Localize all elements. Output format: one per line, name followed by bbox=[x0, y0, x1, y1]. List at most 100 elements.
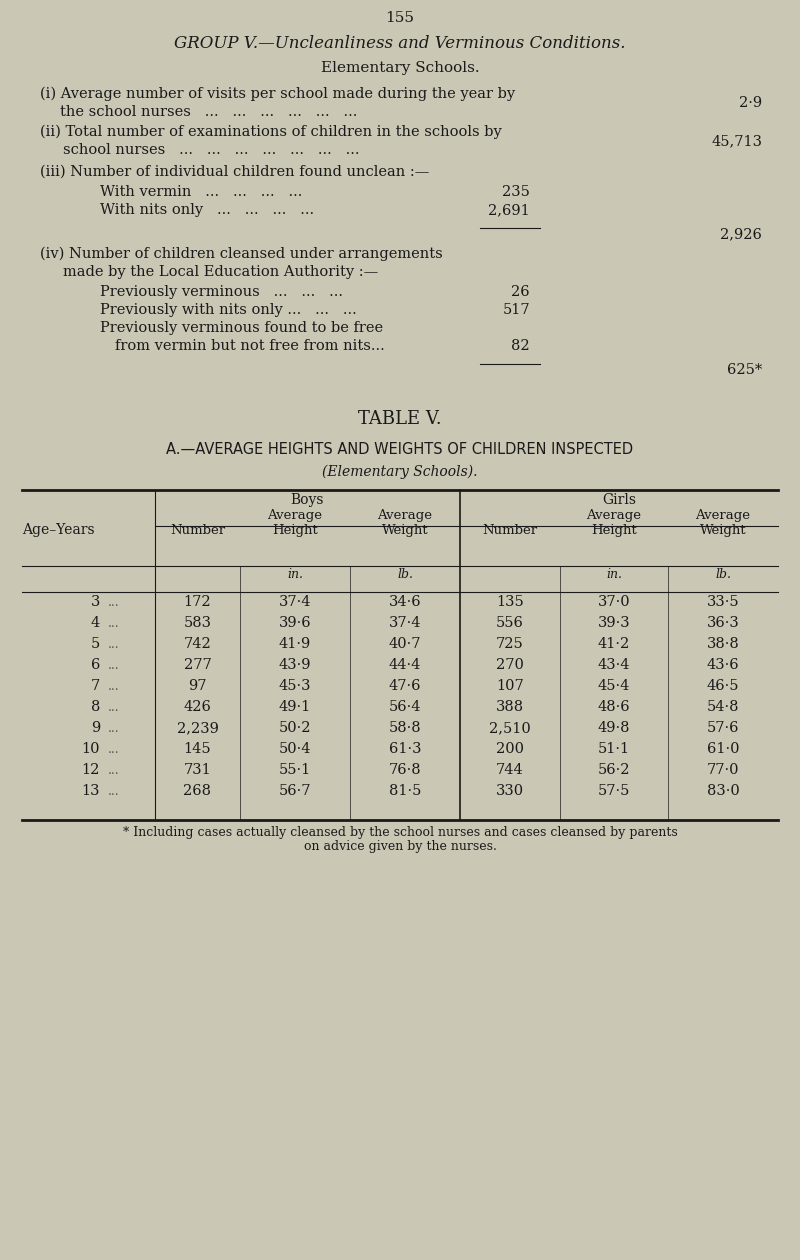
Text: 5: 5 bbox=[90, 638, 100, 651]
Text: 135: 135 bbox=[496, 595, 524, 609]
Text: 731: 731 bbox=[184, 764, 211, 777]
Text: 10: 10 bbox=[82, 742, 100, 756]
Text: 39·3: 39·3 bbox=[598, 616, 630, 630]
Text: Number: Number bbox=[170, 524, 225, 537]
Text: 37·0: 37·0 bbox=[598, 595, 630, 609]
Text: 556: 556 bbox=[496, 616, 524, 630]
Text: 145: 145 bbox=[184, 742, 211, 756]
Text: 270: 270 bbox=[496, 658, 524, 672]
Text: ...: ... bbox=[108, 596, 120, 609]
Text: 38·8: 38·8 bbox=[706, 638, 739, 651]
Text: (ii) Total number of examinations of children in the schools by: (ii) Total number of examinations of chi… bbox=[40, 125, 502, 139]
Text: 45·4: 45·4 bbox=[598, 679, 630, 693]
Text: 742: 742 bbox=[184, 638, 211, 651]
Text: ...: ... bbox=[108, 638, 120, 651]
Text: 330: 330 bbox=[496, 784, 524, 798]
Text: on advice given by the nurses.: on advice given by the nurses. bbox=[303, 840, 497, 853]
Text: 107: 107 bbox=[496, 679, 524, 693]
Text: ...: ... bbox=[108, 659, 120, 672]
Text: (iv) Number of children cleansed under arrangements: (iv) Number of children cleansed under a… bbox=[40, 247, 442, 261]
Text: in.: in. bbox=[287, 568, 303, 581]
Text: Boys: Boys bbox=[290, 493, 324, 507]
Text: 235: 235 bbox=[502, 185, 530, 199]
Text: ...: ... bbox=[108, 743, 120, 756]
Text: 40·7: 40·7 bbox=[389, 638, 422, 651]
Text: 41·9: 41·9 bbox=[279, 638, 311, 651]
Text: ...: ... bbox=[108, 722, 120, 735]
Text: ...: ... bbox=[108, 617, 120, 630]
Text: 43·9: 43·9 bbox=[278, 658, 311, 672]
Text: 56·2: 56·2 bbox=[598, 764, 630, 777]
Text: ...: ... bbox=[108, 764, 120, 777]
Text: 45,713: 45,713 bbox=[711, 134, 762, 147]
Text: 83·0: 83·0 bbox=[706, 784, 739, 798]
Text: * Including cases actually cleansed by the school nurses and cases cleansed by p: * Including cases actually cleansed by t… bbox=[122, 827, 678, 839]
Text: 2·9: 2·9 bbox=[739, 96, 762, 110]
Text: 583: 583 bbox=[183, 616, 211, 630]
Text: Age–Years: Age–Years bbox=[22, 523, 94, 537]
Text: 43·4: 43·4 bbox=[598, 658, 630, 672]
Text: 268: 268 bbox=[183, 784, 211, 798]
Text: 34·6: 34·6 bbox=[389, 595, 422, 609]
Text: Previously verminous   ...   ...   ...: Previously verminous ... ... ... bbox=[100, 285, 343, 299]
Text: 172: 172 bbox=[184, 595, 211, 609]
Text: 50·2: 50·2 bbox=[278, 721, 311, 735]
Text: (Elementary Schools).: (Elementary Schools). bbox=[322, 465, 478, 479]
Text: ...: ... bbox=[108, 701, 120, 714]
Text: Average
Weight: Average Weight bbox=[378, 509, 433, 537]
Text: made by the Local Education Authority :—: made by the Local Education Authority :— bbox=[63, 265, 378, 278]
Text: 725: 725 bbox=[496, 638, 524, 651]
Text: 39·6: 39·6 bbox=[278, 616, 311, 630]
Text: ...: ... bbox=[108, 680, 120, 693]
Text: Number: Number bbox=[482, 524, 538, 537]
Text: Average
Weight: Average Weight bbox=[695, 509, 750, 537]
Text: (i) Average number of visits per school made during the year by: (i) Average number of visits per school … bbox=[40, 87, 515, 101]
Text: lb.: lb. bbox=[715, 568, 731, 581]
Text: 56·7: 56·7 bbox=[278, 784, 311, 798]
Text: 46·5: 46·5 bbox=[706, 679, 739, 693]
Text: 54·8: 54·8 bbox=[706, 701, 739, 714]
Text: 82: 82 bbox=[511, 339, 530, 353]
Text: 277: 277 bbox=[184, 658, 211, 672]
Text: ...: ... bbox=[108, 785, 120, 798]
Text: Previously with nits only ...   ...   ...: Previously with nits only ... ... ... bbox=[100, 302, 357, 318]
Text: 9: 9 bbox=[90, 721, 100, 735]
Text: 517: 517 bbox=[502, 302, 530, 318]
Text: 8: 8 bbox=[90, 701, 100, 714]
Text: 426: 426 bbox=[183, 701, 211, 714]
Text: A.—AVERAGE HEIGHTS AND WEIGHTS OF CHILDREN INSPECTED: A.—AVERAGE HEIGHTS AND WEIGHTS OF CHILDR… bbox=[166, 442, 634, 457]
Text: 4: 4 bbox=[90, 616, 100, 630]
Text: school nurses   ...   ...   ...   ...   ...   ...   ...: school nurses ... ... ... ... ... ... ..… bbox=[63, 142, 359, 158]
Text: 7: 7 bbox=[90, 679, 100, 693]
Text: 61·3: 61·3 bbox=[389, 742, 422, 756]
Text: 76·8: 76·8 bbox=[389, 764, 422, 777]
Text: Elementary Schools.: Elementary Schools. bbox=[321, 60, 479, 76]
Text: 33·5: 33·5 bbox=[706, 595, 739, 609]
Text: 26: 26 bbox=[511, 285, 530, 299]
Text: Girls: Girls bbox=[602, 493, 636, 507]
Text: 155: 155 bbox=[386, 11, 414, 25]
Text: 48·6: 48·6 bbox=[598, 701, 630, 714]
Text: (iii) Number of individual children found unclean :—: (iii) Number of individual children foun… bbox=[40, 165, 430, 179]
Text: 2,510: 2,510 bbox=[489, 721, 531, 735]
Text: 55·1: 55·1 bbox=[279, 764, 311, 777]
Text: 61·0: 61·0 bbox=[706, 742, 739, 756]
Text: TABLE V.: TABLE V. bbox=[358, 410, 442, 428]
Text: the school nurses   ...   ...   ...   ...   ...   ...: the school nurses ... ... ... ... ... ..… bbox=[60, 105, 358, 118]
Text: 45·3: 45·3 bbox=[278, 679, 311, 693]
Text: 388: 388 bbox=[496, 701, 524, 714]
Text: 744: 744 bbox=[496, 764, 524, 777]
Text: Previously verminous found to be free: Previously verminous found to be free bbox=[100, 321, 383, 335]
Text: GROUP V.—Uncleanliness and Verminous Conditions.: GROUP V.—Uncleanliness and Verminous Con… bbox=[174, 35, 626, 52]
Text: 2,239: 2,239 bbox=[177, 721, 218, 735]
Text: 58·8: 58·8 bbox=[389, 721, 422, 735]
Text: 56·4: 56·4 bbox=[389, 701, 422, 714]
Text: 2,926: 2,926 bbox=[720, 227, 762, 241]
Text: 77·0: 77·0 bbox=[706, 764, 739, 777]
Text: 41·2: 41·2 bbox=[598, 638, 630, 651]
Text: lb.: lb. bbox=[397, 568, 413, 581]
Text: 81·5: 81·5 bbox=[389, 784, 421, 798]
Text: 2,691: 2,691 bbox=[488, 203, 530, 217]
Text: 37·4: 37·4 bbox=[389, 616, 422, 630]
Text: 57·5: 57·5 bbox=[598, 784, 630, 798]
